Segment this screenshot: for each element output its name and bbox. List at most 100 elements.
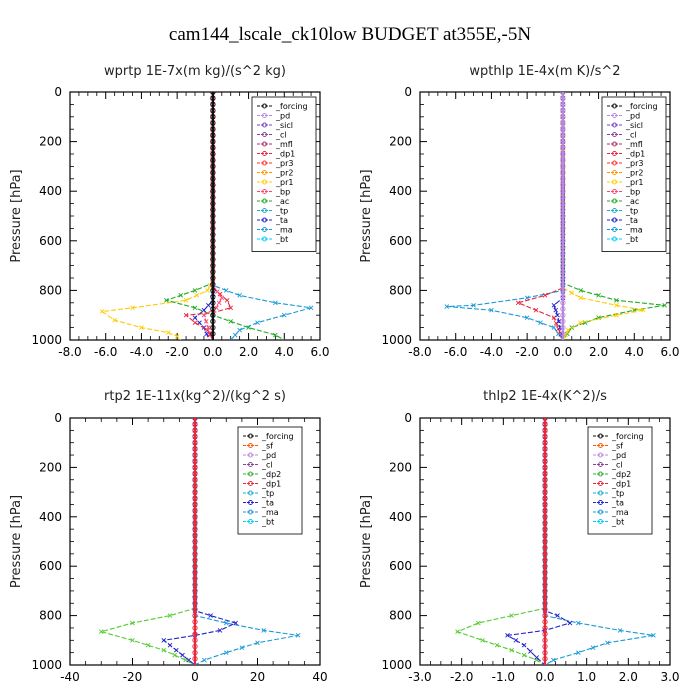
series-point-bp (215, 289, 220, 294)
series-point-forcing (542, 649, 548, 656)
series-point-ma (223, 650, 229, 655)
series-point-bp (201, 312, 207, 318)
series-point-forcing (210, 287, 216, 294)
series-line-ma (544, 418, 654, 665)
legend-marker-pr2 (262, 170, 267, 175)
series-point-forcing (210, 312, 216, 318)
series-point-forcing (542, 483, 548, 489)
series-point-ma (471, 302, 476, 308)
series-point-forcing (210, 275, 216, 281)
series-point-forcing (210, 182, 216, 188)
x-tick-label: 6.0 (660, 345, 679, 359)
series-point-forcing (192, 606, 198, 613)
legend-label-pr2: _pr2 (625, 169, 643, 178)
series-point-forcing (192, 495, 198, 501)
legend: _forcing_pd_sicl_cl_mfl_dp1_pr3_pr2_pr1_… (601, 96, 667, 252)
legend-marker-pr2 (612, 170, 617, 175)
series-point-ac (273, 332, 278, 338)
series-point-forcing (192, 418, 198, 421)
series-point-forcing (192, 446, 198, 452)
series-line-ta (505, 418, 572, 665)
series-point-ta (206, 302, 211, 308)
series-point-ma (524, 295, 530, 301)
legend-marker-pd (248, 452, 253, 458)
series-point-forcing (560, 219, 566, 225)
legend-marker-tp (262, 208, 267, 213)
series-point-forcing (560, 262, 566, 269)
legend-label-forcing: _forcing (625, 102, 658, 111)
series-point-forcing (560, 287, 566, 294)
legend-label-ma: _ma (611, 508, 629, 517)
legend-marker-sf (598, 443, 603, 448)
legend-marker-dp2 (598, 471, 603, 477)
series-point-pr1 (130, 305, 135, 311)
legend-marker-ma (612, 227, 617, 232)
x-tick-label: 1.0 (577, 670, 596, 684)
x-tick-label: -3.0 (408, 670, 431, 684)
x-tick-label: 20 (250, 670, 265, 684)
series-point-forcing (542, 569, 548, 576)
series-point-forcing (210, 176, 216, 182)
series-point-ta (521, 642, 527, 648)
series-point-forcing (192, 656, 198, 662)
series-point-forcing (210, 138, 216, 145)
series-point-pr1 (569, 290, 575, 296)
series-point-forcing (210, 219, 216, 225)
legend-label-cl: _cl (625, 131, 637, 140)
series-point-forcing (560, 182, 566, 188)
series-point-forcing (210, 324, 216, 331)
series-point-forcing (560, 138, 566, 145)
series-point-ac (614, 298, 619, 303)
series-point-forcing (210, 318, 216, 325)
legend-label-sf: _sf (261, 442, 273, 451)
series-point-dp1 (183, 312, 189, 318)
legend-marker-sicl (262, 122, 267, 128)
y-axis-label: Pressure [hPa] (359, 495, 374, 588)
panel-title: wprtp 1E-7x(m kg)/(s^2 kg) (104, 64, 286, 79)
legend-label-bp: _bp (275, 188, 290, 197)
panel-4: thlp2 1E-4x(K^2)/s Pressure [hPa] -3.0 -2.0… (359, 389, 680, 684)
legend-marker-dp1 (262, 151, 267, 156)
series-point-forcing (542, 612, 548, 619)
legend-marker-bt (262, 236, 267, 242)
legend-marker-forcing (612, 103, 617, 109)
series-point-forcing (210, 293, 216, 300)
series-point-forcing (560, 176, 566, 182)
series-point-ta (513, 637, 519, 643)
legend-label-mfl: _mfl (275, 140, 293, 149)
series-point-ta (534, 655, 539, 660)
legend-marker-sf (248, 443, 253, 448)
series-point-pr1 (640, 307, 646, 313)
series-point-ma (295, 633, 301, 638)
series-line-pr1 (562, 92, 644, 340)
series-point-forcing (192, 575, 198, 582)
legend-marker-pr1 (612, 179, 617, 185)
legend-label-dp1: _dp1 (275, 150, 295, 159)
series-point-forcing (210, 95, 216, 101)
legend-label-ma: _ma (275, 226, 293, 235)
legend-marker-forcing (262, 103, 267, 109)
series-point-forcing (210, 225, 216, 232)
series-point-pr1 (183, 298, 189, 303)
series-point-forcing (542, 495, 548, 501)
series-point-dp1 (455, 629, 460, 634)
series-point-ma (237, 327, 242, 333)
legend-label-pr3: _pr3 (625, 159, 643, 168)
series-point-forcing (192, 440, 198, 446)
series-point-dp1 (228, 305, 234, 311)
series-line-dp1 (99, 418, 196, 665)
y-axis-label: Pressure [hPa] (359, 169, 374, 262)
series-point-dp1 (130, 620, 135, 626)
y-tick-label: 0 (404, 411, 412, 425)
legend-label-tp: _tp (611, 489, 624, 498)
series-point-forcing (560, 213, 566, 219)
panel-title: rtp2 1E-11x(kg^2)/(kg^2 s) (104, 389, 286, 404)
y-tick-label: 1000 (381, 658, 412, 672)
legend-label-tp: _tp (275, 207, 288, 216)
legend-label-ta: _ta (611, 499, 624, 508)
series-point-forcing (560, 114, 566, 120)
series-point-forcing (560, 207, 566, 213)
series-point-dp1 (521, 652, 527, 658)
series-point-ta (173, 647, 179, 653)
series-point-ma (576, 620, 581, 626)
